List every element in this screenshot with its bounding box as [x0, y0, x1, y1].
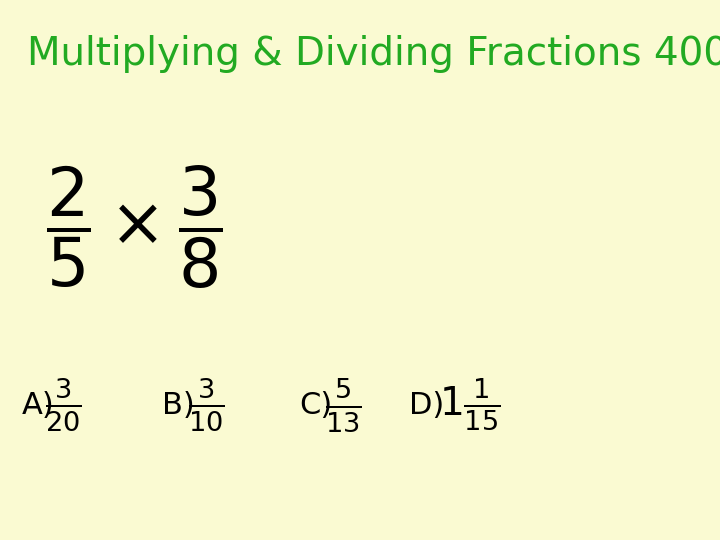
Text: $\dfrac{2}{5} \times \dfrac{3}{8}$: $\dfrac{2}{5} \times \dfrac{3}{8}$ [46, 163, 223, 291]
Text: $\frac{5}{13}$: $\frac{5}{13}$ [325, 376, 361, 434]
Text: Multiplying & Dividing Fractions 400: Multiplying & Dividing Fractions 400 [27, 35, 720, 73]
Text: B): B) [162, 390, 194, 420]
Text: A): A) [22, 390, 55, 420]
Text: D): D) [409, 390, 444, 420]
Text: $\frac{3}{10}$: $\frac{3}{10}$ [187, 376, 224, 434]
Text: $\frac{3}{20}$: $\frac{3}{20}$ [45, 376, 81, 434]
Text: $1\frac{1}{15}$: $1\frac{1}{15}$ [438, 377, 500, 433]
Text: C): C) [300, 390, 333, 420]
